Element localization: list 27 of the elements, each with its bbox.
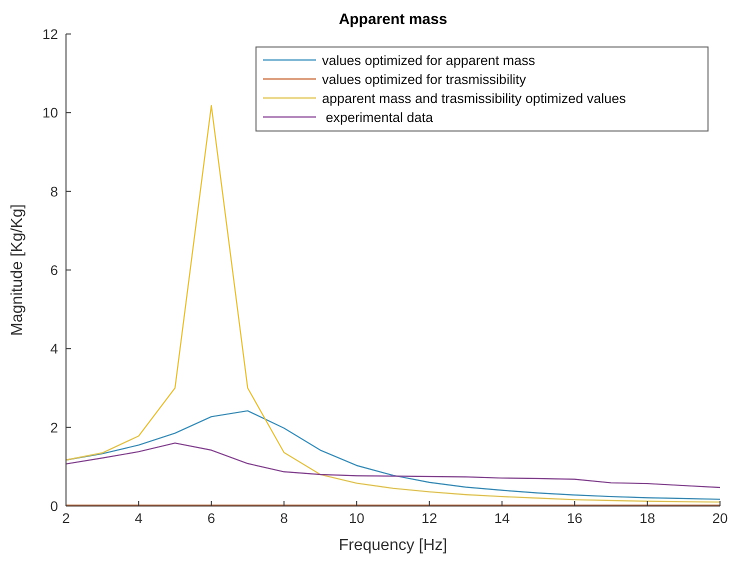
y-tick-label: 0: [50, 498, 58, 514]
x-tick-label: 20: [712, 510, 728, 526]
x-tick-label: 4: [134, 510, 143, 526]
x-tick-label: 16: [566, 510, 583, 526]
x-tick-label: 18: [640, 510, 656, 526]
y-tick-label: 4: [50, 340, 58, 357]
x-axis-title: Frequency [Hz]: [338, 537, 448, 554]
legend-label: experimental data: [322, 110, 434, 125]
y-tick-label: 10: [42, 104, 58, 121]
x-tick-label: 8: [280, 510, 288, 526]
legend-label: apparent mass and trasmissibility optimized values: [322, 91, 626, 106]
x-tick-label: 14: [494, 510, 510, 526]
line-series: [65, 442, 721, 488]
x-tick-label: 2: [62, 510, 70, 526]
line-series: [65, 104, 721, 503]
line-series: [65, 410, 721, 500]
chart-title: Apparent mass: [338, 11, 448, 28]
x-tick-label: 10: [348, 510, 365, 526]
y-tick-label: 2: [50, 419, 58, 436]
legend-label: values optimized for apparent mass: [322, 53, 536, 68]
x-tick-label: 6: [207, 510, 216, 526]
x-tick-label: 12: [422, 510, 438, 526]
y-tick-label: 12: [42, 26, 58, 42]
y-tick-label: 8: [50, 183, 58, 200]
legend-label: values optimized for trasmissibility: [322, 72, 526, 87]
y-axis-title: Magnitude [Kg/Kg]: [9, 204, 26, 336]
y-tick-label: 6: [50, 262, 58, 278]
